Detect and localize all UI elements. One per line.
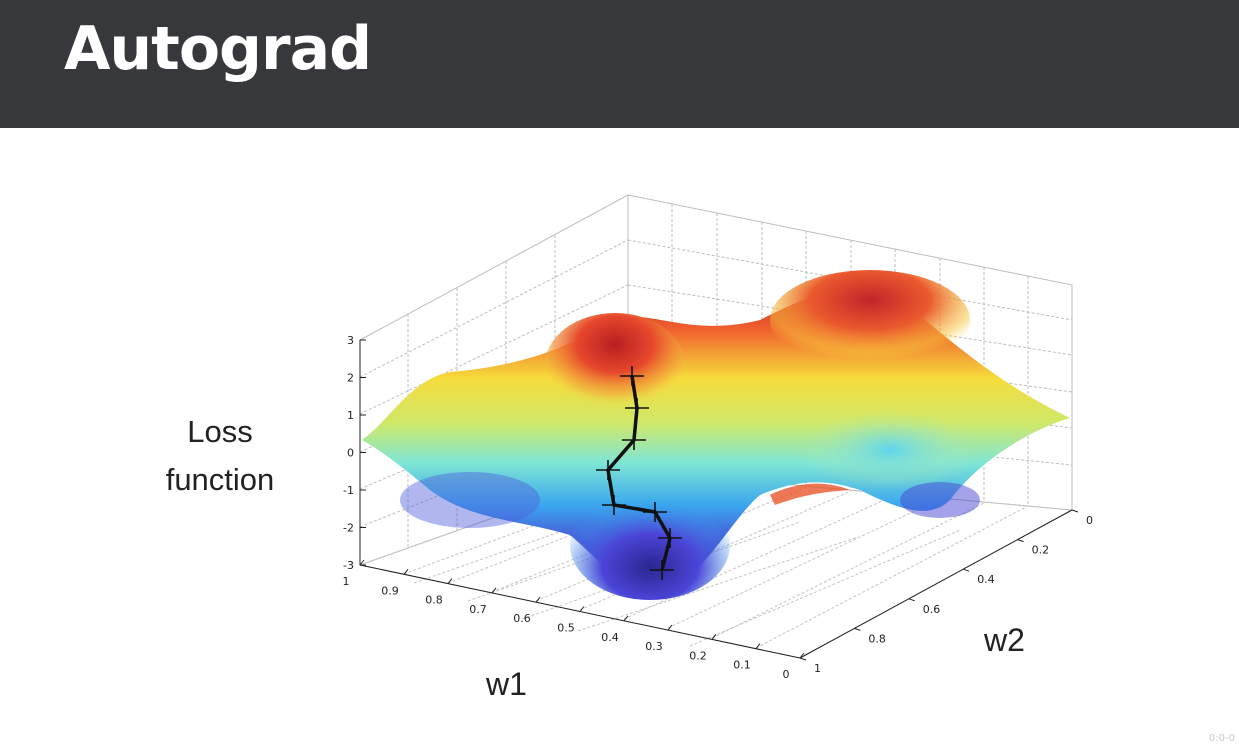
y-axis-ticks: 3 2 1 0 -1 -2 -3	[343, 334, 366, 572]
w1-tick-label: 0.9	[381, 584, 399, 597]
w2-tick-mark	[1071, 509, 1079, 513]
w1-axis-label: w1	[486, 666, 527, 702]
y-tick-label: 1	[347, 409, 354, 422]
w2-tick-label: 1	[814, 662, 821, 675]
slide-header: Autograd	[0, 0, 1239, 128]
w2-tick-mark	[799, 657, 807, 661]
y-tick-label: 0	[347, 447, 354, 460]
w1-tick-label: 0.4	[601, 631, 619, 644]
w1-tick-label: 0.3	[645, 640, 663, 653]
gradient-descent-path	[596, 366, 682, 580]
y-tick-label: -1	[343, 484, 354, 497]
w1-tick-mark	[623, 615, 629, 622]
w1-tick-mark	[491, 587, 497, 594]
w1-tick-label: 0	[783, 668, 790, 681]
w2-tick-label: 0.6	[923, 603, 941, 616]
w2-tick-mark	[1017, 539, 1024, 543]
w2-tick-mark	[908, 598, 915, 602]
w1-tick-mark	[755, 643, 761, 650]
w2-axis-ticks: 1 0.8 0.6 0.4 0.2 0	[799, 509, 1093, 675]
y-tick-label: -2	[343, 522, 354, 535]
w2-axis-label: w2	[984, 622, 1025, 658]
w1-tick-label: 0.7	[469, 603, 487, 616]
w1-tick-label: 1	[343, 575, 350, 588]
y-tick-label: -3	[343, 559, 354, 572]
y-axis-label-line2: function	[165, 462, 275, 497]
y-tick-label: 3	[347, 334, 354, 347]
w1-tick-mark	[403, 568, 409, 575]
w1-tick-label: 0.1	[733, 659, 751, 672]
w1-tick-mark	[535, 596, 541, 603]
corner-note: 0:0-0	[1208, 733, 1235, 744]
w2-tick-label: 0.2	[1032, 544, 1050, 557]
w1-tick-label: 0.6	[513, 612, 531, 625]
loss-surface	[362, 270, 1070, 600]
y-tick-label: 2	[347, 372, 354, 385]
w1-tick-mark	[359, 559, 365, 566]
w1-axis-ticks: 1 0.9 0.8 0.7 0.6 0.5 0.4 0.3 0.2 0.1 0	[343, 559, 805, 681]
w1-tick-mark	[667, 624, 673, 631]
w2-tick-mark	[854, 627, 861, 631]
slide-title: Autograd	[64, 14, 372, 84]
w1-tick-mark	[579, 606, 585, 612]
w1-tick-mark	[799, 652, 805, 659]
w2-tick-label: 0.8	[868, 632, 886, 645]
w2-tick-label: 0.4	[977, 573, 995, 586]
y-axis-label: Loss function	[138, 408, 302, 504]
w1-tick-mark	[711, 634, 717, 640]
w1-tick-mark	[447, 578, 453, 584]
w2-tick-mark	[963, 568, 970, 572]
w1-tick-label: 0.8	[425, 594, 443, 607]
w1-tick-label: 0.5	[557, 622, 575, 635]
w1-tick-label: 0.2	[689, 649, 707, 662]
y-axis-label-line1: Loss	[187, 414, 253, 449]
w2-tick-label: 0	[1086, 514, 1093, 527]
